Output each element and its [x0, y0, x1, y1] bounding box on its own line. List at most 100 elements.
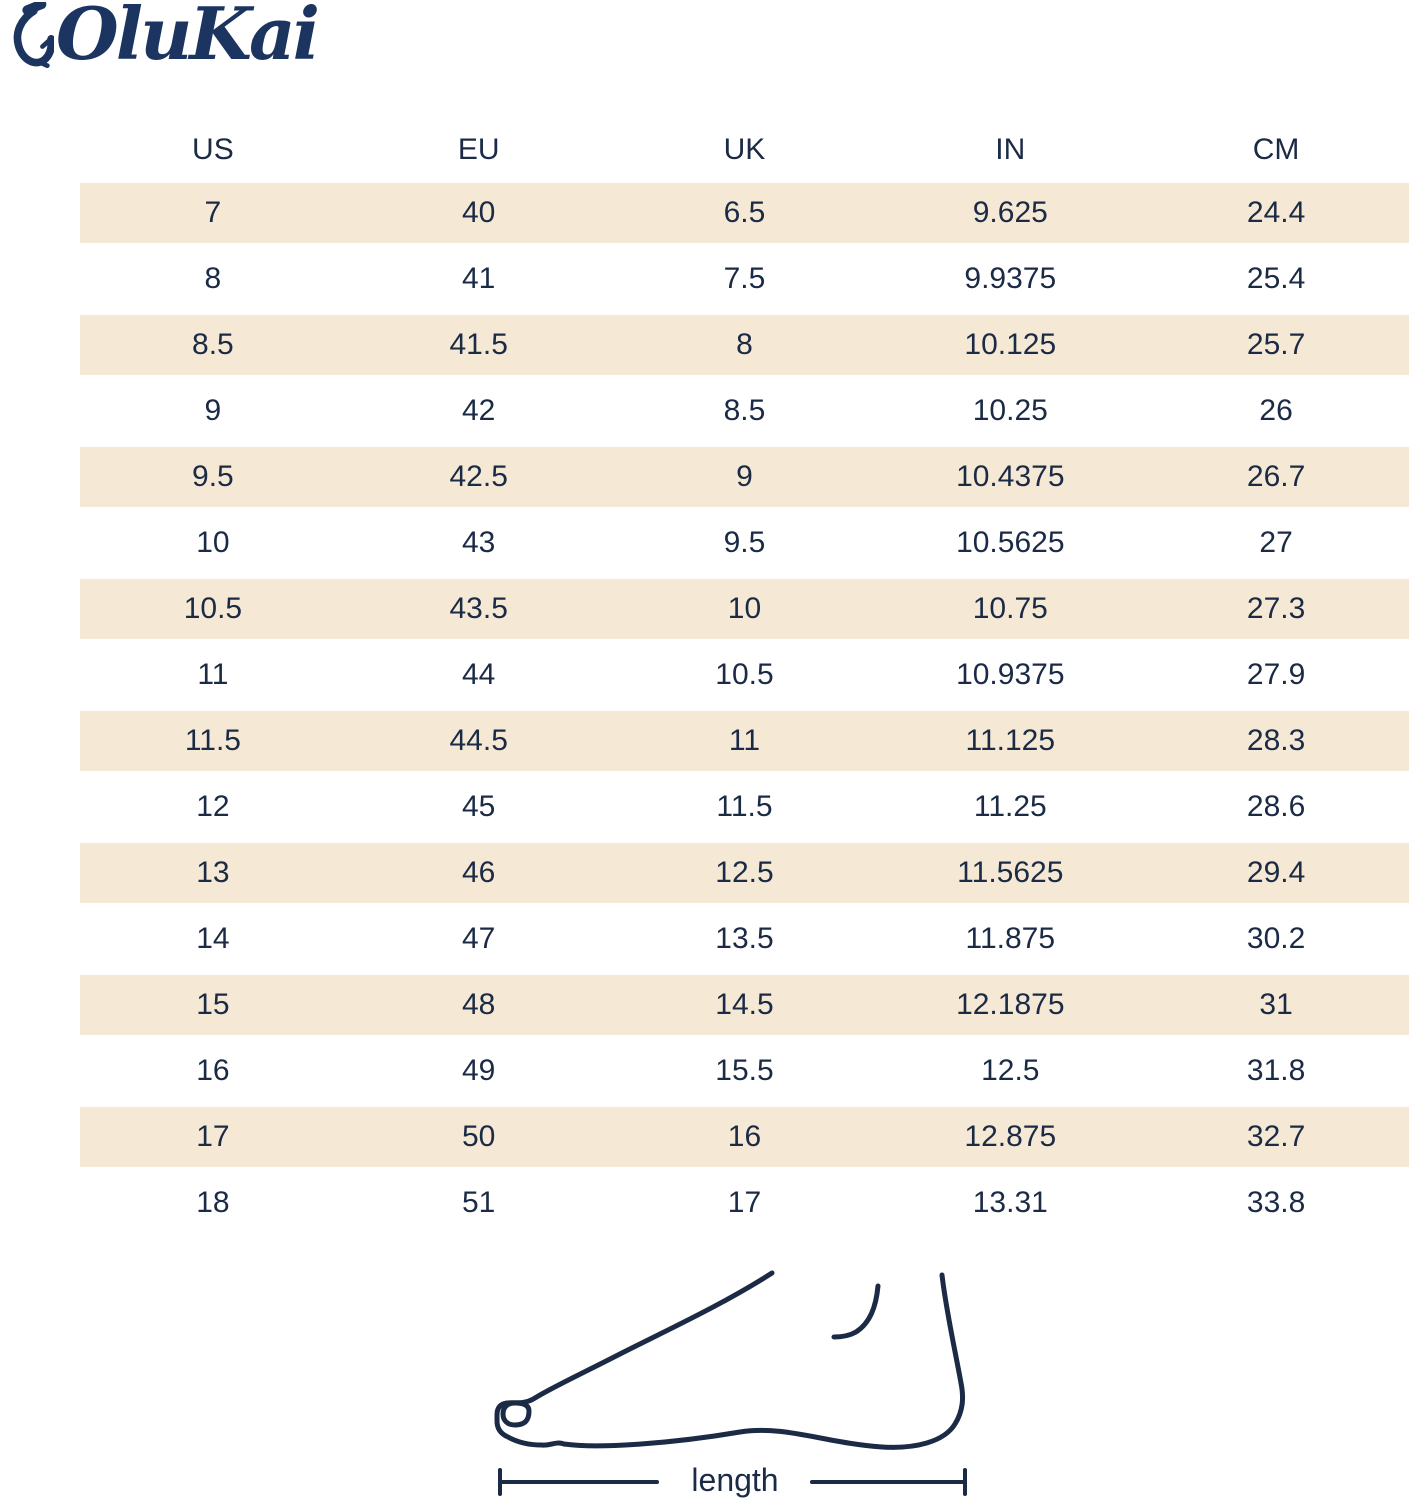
table-cell: 15: [196, 988, 230, 1021]
table-cell: 26: [1259, 394, 1293, 427]
table-cell: 18: [196, 1186, 230, 1219]
table-cell: 43: [462, 526, 496, 559]
table-cell: 27: [1259, 526, 1293, 559]
table-cell: 11.25: [973, 790, 1047, 823]
table-cell: 7: [204, 196, 222, 229]
table-cell: 10.5625: [956, 526, 1065, 559]
table-row: 13 46 12.5 11.5625 29.4: [80, 840, 1409, 906]
table-cell: 11: [728, 724, 761, 757]
table-cell: 11: [197, 658, 229, 691]
table-cell: 46: [462, 856, 496, 889]
table-row: 10.5 43.5 10 10.75 27.3: [80, 576, 1409, 642]
table-cell: 10.4375: [956, 460, 1065, 493]
table-cell: 8: [204, 262, 222, 295]
table-cell: 41.5: [449, 328, 508, 361]
table-cell: 44: [462, 658, 496, 691]
table-cell: 47: [462, 922, 496, 955]
table-cell: 44.5: [449, 724, 508, 757]
table-cell: 40: [462, 196, 496, 229]
brand-logo: OluKai: [8, 0, 320, 76]
table-cell: 12.1875: [956, 988, 1065, 1021]
table-cell: 12.875: [964, 1120, 1057, 1153]
table-cell: 26.7: [1246, 460, 1306, 493]
table-row: 17 50 16 12.875 32.7: [80, 1104, 1409, 1170]
size-chart-table: US EU UK IN CM 7 40 6.5 9.625 24.4 8 41 7.5 9.93…: [80, 120, 1409, 1236]
table-cell: 32.7: [1246, 1120, 1306, 1153]
table-cell: 10: [727, 592, 762, 625]
table-cell: 11.5: [184, 724, 241, 757]
table-cell: 9: [736, 460, 753, 493]
table-cell: 9: [204, 394, 222, 427]
table-cell: 43.5: [449, 592, 508, 625]
table-row: 8.5 41.5 8 10.125 25.7: [80, 312, 1409, 378]
table-cell: 11.5625: [957, 856, 1064, 889]
table-cell: 17: [727, 1186, 762, 1219]
table-cell: 16: [196, 1054, 230, 1087]
table-cell: 42: [462, 394, 496, 427]
length-label: length: [685, 1462, 785, 1499]
table-cell: 13.5: [715, 922, 774, 955]
table-cell: 10.5: [183, 592, 243, 625]
table-cell: 12.5: [715, 856, 774, 889]
table-cell: 29.4: [1246, 856, 1306, 889]
table-cell: 28.3: [1246, 724, 1306, 757]
table-cell: 16: [727, 1120, 762, 1153]
column-header-uk: UK: [723, 133, 766, 166]
table-cell: 10.5: [715, 658, 774, 691]
table-cell: 10.125: [964, 328, 1057, 361]
table-cell: 49: [462, 1054, 496, 1087]
table-cell: 9.5: [192, 460, 234, 493]
table-cell: 10.25: [972, 394, 1048, 427]
table-cell: 8.5: [723, 394, 766, 427]
table-row: 11 44 10.5 10.9375 27.9: [80, 642, 1409, 708]
table-cell: 9.9375: [964, 262, 1057, 295]
table-cell: 7.5: [723, 262, 766, 295]
foot-outline-icon: [494, 1270, 967, 1496]
table-row: 9.5 42.5 9 10.4375 26.7: [80, 444, 1409, 510]
table-row: 15 48 14.5 12.1875 31: [80, 972, 1409, 1038]
table-cell: 10: [196, 526, 230, 559]
table-cell: 11.125: [965, 724, 1056, 757]
table-row: 8 41 7.5 9.9375 25.4: [80, 246, 1409, 312]
table-cell: 30.2: [1246, 922, 1306, 955]
table-cell: 28.6: [1246, 790, 1306, 823]
column-header-in: IN: [995, 133, 1026, 166]
table-cell: 8: [736, 328, 753, 361]
table-row: 18 51 17 13.31 33.8: [80, 1170, 1409, 1236]
table-cell: 42.5: [449, 460, 508, 493]
size-table-body: 7 40 6.5 9.625 24.4 8 41 7.5 9.9375 25.4 8.5 41.5 8 1…: [80, 180, 1409, 1236]
table-cell: 27.3: [1246, 592, 1306, 625]
foot-length-diagram: [450, 1255, 990, 1500]
table-cell: 48: [462, 988, 496, 1021]
column-header-cm: CM: [1252, 133, 1300, 166]
table-row: 11.5 44.5 11 11.125 28.3: [80, 708, 1409, 774]
table-row: 16 49 15.5 12.5 31.8: [80, 1038, 1409, 1104]
table-cell: 9.5: [723, 526, 766, 559]
table-cell: 15.5: [715, 1054, 774, 1087]
table-cell: 41: [462, 262, 496, 295]
table-row: 9 42 8.5 10.25 26: [80, 378, 1409, 444]
table-cell: 31.8: [1246, 1054, 1306, 1087]
table-cell: 50: [462, 1120, 496, 1153]
table-cell: 14.5: [715, 988, 774, 1021]
table-cell: 17: [196, 1120, 230, 1153]
table-cell: 13: [196, 856, 230, 889]
table-cell: 27.9: [1246, 658, 1306, 691]
table-cell: 14: [196, 922, 230, 955]
fishhook-icon: [13, 2, 54, 68]
table-header-row: US EU UK IN CM: [80, 120, 1409, 180]
table-cell: 25.7: [1246, 328, 1306, 361]
table-cell: 10.75: [972, 592, 1048, 625]
table-cell: 51: [462, 1186, 496, 1219]
column-header-us: US: [192, 133, 234, 166]
table-row: 7 40 6.5 9.625 24.4: [80, 180, 1409, 246]
table-cell: 31: [1259, 988, 1293, 1021]
brand-logo-text: OluKai: [56, 0, 320, 76]
table-cell: 45: [462, 790, 496, 823]
table-cell: 25.4: [1246, 262, 1306, 295]
table-cell: 11.875: [965, 922, 1056, 955]
table-cell: 8.5: [192, 328, 234, 361]
table-cell: 12.5: [981, 1054, 1040, 1087]
table-row: 12 45 11.5 11.25 28.6: [80, 774, 1409, 840]
table-cell: 11.5: [716, 790, 773, 823]
